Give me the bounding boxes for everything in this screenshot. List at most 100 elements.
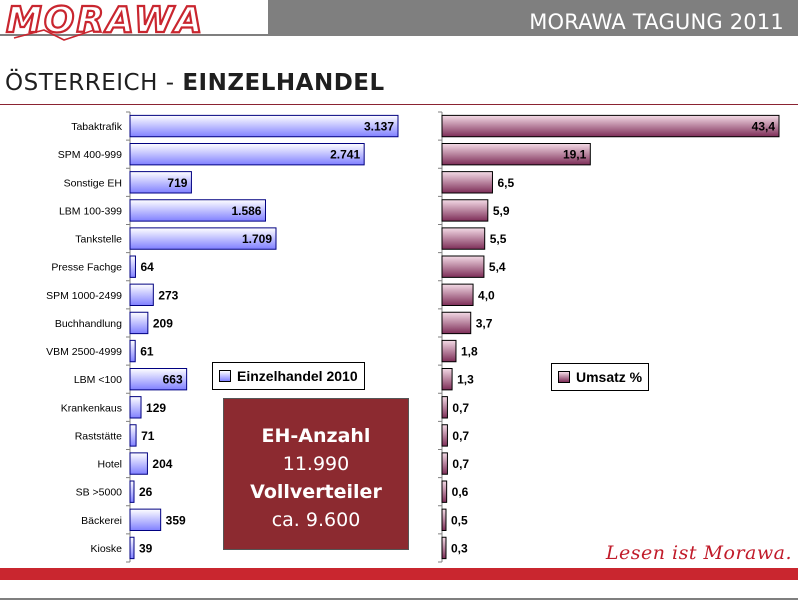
right-data-label: 0,7 <box>452 401 469 415</box>
right-bar <box>441 424 448 447</box>
left-data-label: 663 <box>163 373 183 387</box>
right-data-label: 0,6 <box>452 485 469 499</box>
right-data-label: 4,0 <box>478 288 495 302</box>
category-label: Kioske <box>90 543 122 555</box>
left-data-label: 39 <box>139 541 153 555</box>
right-bar <box>441 536 447 560</box>
slogan: Lesen ist Morawa. <box>605 542 792 564</box>
right-data-label: 5,9 <box>493 204 510 218</box>
left-data-label: 26 <box>139 485 153 499</box>
left-data-label: 204 <box>152 457 172 471</box>
category-label: LBM 100-399 <box>59 205 122 217</box>
page-title-country: ÖSTERREICH - <box>5 70 183 96</box>
right-data-label: 1,3 <box>457 373 474 387</box>
legend-label-einzelhandel: Einzelhandel 2010 <box>237 368 358 384</box>
left-data-label: 273 <box>158 288 178 302</box>
legend-label-umsatz: Umsatz % <box>576 369 643 385</box>
category-label: Buchhandlung <box>55 318 122 330</box>
left-data-label: 61 <box>140 345 154 359</box>
left-bar <box>129 508 162 531</box>
category-label: SPM 1000-2499 <box>46 290 122 302</box>
left-data-label: 3.137 <box>364 120 394 134</box>
info-box-line4: ca. 9.600 <box>271 509 361 531</box>
right-bar <box>441 508 447 531</box>
right-bar <box>441 339 457 363</box>
left-data-label: 1.586 <box>231 204 261 218</box>
category-label: Tabaktrafik <box>71 121 123 133</box>
right-bar <box>441 143 591 166</box>
right-bar <box>441 480 448 503</box>
legend-einzelhandel: Einzelhandel 2010 <box>212 362 365 390</box>
legend-swatch-einzelhandel <box>219 370 231 382</box>
right-bar <box>441 396 448 419</box>
left-chart-axis: Tabaktrafik SPM 400-999 Sonstige EH LBM 100… <box>46 111 131 563</box>
category-label: Tankstelle <box>75 234 122 246</box>
left-bar <box>129 536 135 560</box>
page-title: ÖSTERREICH - EINZELHANDEL <box>5 70 385 96</box>
left-bar <box>129 452 148 475</box>
left-bar <box>129 255 136 278</box>
left-data-label: 129 <box>146 401 166 415</box>
right-data-label: 5,5 <box>490 232 507 246</box>
left-chart-bars: 3.137 2.741 719 1.586 1.709 64 273 209 61 663 129 7… <box>129 114 399 560</box>
category-label: SPM 400-999 <box>58 149 122 161</box>
right-chart-bars: 43,4 19,1 6,5 5,9 5,5 5,4 4,0 3,7 1,8 1,3 0,7 0,7 0,… <box>441 114 780 560</box>
category-label: Bäckerei <box>81 515 122 527</box>
left-bar <box>129 114 399 138</box>
right-data-label: 0,3 <box>451 541 468 555</box>
right-data-label: 19,1 <box>563 148 587 162</box>
left-bar <box>129 143 365 166</box>
left-bar <box>129 311 149 335</box>
right-bar <box>441 171 493 194</box>
right-bar <box>441 311 472 335</box>
info-box: EH-Anzahl 11.990 Vollverteiler ca. 9.600 <box>223 398 409 550</box>
left-bar <box>129 396 142 419</box>
left-bar <box>129 424 137 447</box>
title-divider <box>0 104 798 105</box>
right-data-label: 0,7 <box>452 457 469 471</box>
left-bar <box>129 339 136 363</box>
right-data-label: 43,4 <box>752 120 776 134</box>
right-bar <box>441 199 489 222</box>
left-data-label: 359 <box>166 513 186 527</box>
right-bar <box>441 283 474 306</box>
left-bar <box>129 227 277 250</box>
header-bar: MORAWA MORAWA TAGUNG 2011 <box>0 0 798 42</box>
left-data-label: 209 <box>153 316 173 330</box>
category-label: VBM 2500-4999 <box>46 346 122 358</box>
left-data-label: 2.741 <box>330 148 360 162</box>
left-data-label: 71 <box>141 429 155 443</box>
left-data-label: 64 <box>140 260 154 274</box>
category-label: Presse Fachge <box>51 262 122 274</box>
event-title: MORAWA TAGUNG 2011 <box>529 10 784 34</box>
category-label: Krankenkaus <box>61 402 122 414</box>
right-bar <box>441 368 453 391</box>
right-bar <box>441 227 486 250</box>
category-label: Raststätte <box>75 430 122 442</box>
legend-umsatz: Umsatz % <box>551 363 650 391</box>
right-bar <box>441 114 780 138</box>
footer-rule <box>0 598 798 600</box>
legend-swatch-umsatz <box>558 371 570 383</box>
left-bar <box>129 480 135 503</box>
morawa-logo: MORAWA <box>5 0 204 42</box>
left-data-label: 1.709 <box>242 232 272 246</box>
right-data-label: 5,4 <box>489 260 506 274</box>
right-data-label: 1,8 <box>461 345 478 359</box>
category-label: Sonstige EH <box>64 177 122 189</box>
left-bar <box>129 283 154 306</box>
info-box-line2: 11.990 <box>282 453 350 475</box>
right-data-label: 0,7 <box>452 429 469 443</box>
right-data-label: 6,5 <box>497 176 514 190</box>
info-box-line3: Vollverteiler <box>250 481 382 503</box>
category-label: SB >5000 <box>76 487 123 499</box>
right-bar <box>441 452 448 475</box>
category-label: LBM <100 <box>74 374 122 386</box>
category-label: Hotel <box>97 459 122 471</box>
right-data-label: 3,7 <box>476 316 493 330</box>
left-bar <box>129 199 266 222</box>
page-title-topic: EINZELHANDEL <box>182 70 385 96</box>
svg-text:MORAWA: MORAWA <box>6 0 204 41</box>
right-chart-axis <box>438 111 443 563</box>
